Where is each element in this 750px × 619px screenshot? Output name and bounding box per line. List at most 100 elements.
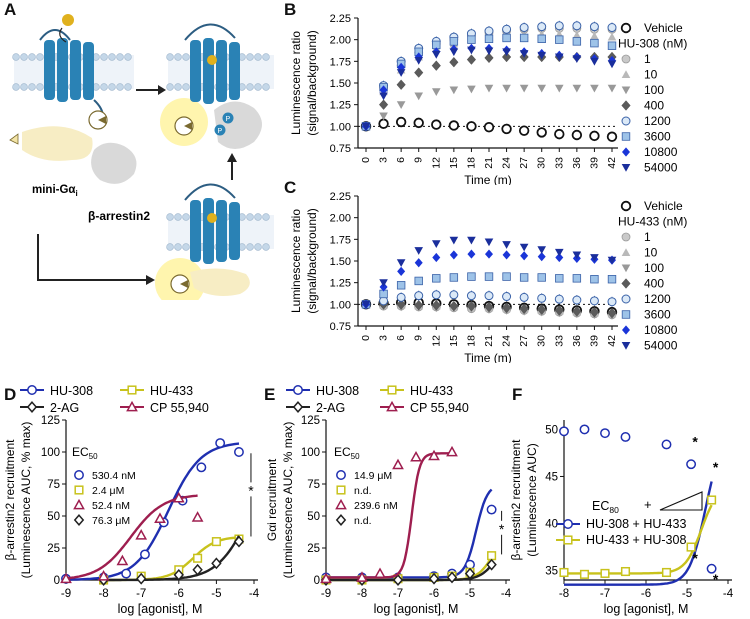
data-point (537, 84, 547, 93)
lipid-head (166, 53, 174, 61)
data-point (607, 41, 617, 50)
x-tick-label: -8 (357, 588, 367, 600)
data-point (590, 31, 599, 40)
y-tick-label: 50 (47, 511, 60, 523)
y-tick-label: 0.75 (330, 321, 351, 333)
data-point (519, 50, 529, 58)
y-tick-label: 1.75 (330, 234, 351, 246)
y-tick-label: 1.25 (330, 278, 351, 290)
x-tick-label: 30 (536, 157, 548, 169)
data-point (97, 570, 110, 581)
data-point (233, 535, 245, 548)
data-point (215, 438, 226, 448)
lipid-head (262, 243, 270, 251)
ec80-plus: + (644, 497, 652, 512)
ec50-value: n.d. (354, 485, 372, 497)
panel-label-c: C (284, 178, 297, 197)
data-point (486, 504, 497, 515)
ec50-marker (335, 514, 347, 526)
y-tick-label: 50 (307, 511, 320, 523)
series-3600 (361, 272, 617, 309)
legend-label: HU-433 (150, 384, 193, 398)
ec50-value: 2.4 μM (92, 485, 124, 497)
data-point (121, 568, 132, 579)
y-axis-title-2: (signal/background) (305, 208, 319, 313)
data-point (446, 571, 458, 584)
y-tick-label: 2.25 (330, 191, 351, 203)
data-point (410, 450, 422, 462)
data-point (414, 299, 424, 311)
lipid-head (100, 53, 108, 61)
data-point (396, 259, 406, 268)
legend-marker (563, 519, 573, 529)
legend-label: 10800 (644, 145, 678, 159)
x-tick-label: 9 (413, 157, 425, 163)
ec50-marker (74, 470, 84, 480)
y-tick-label: 1.00 (330, 121, 351, 133)
x-tick-label: -9 (321, 588, 331, 600)
x-tick-label: -8 (559, 588, 569, 600)
data-point (606, 131, 618, 142)
lipid-head (246, 83, 254, 91)
lipid-head (174, 53, 182, 61)
data-point (537, 273, 546, 282)
data-point (555, 35, 564, 44)
legend-marker (621, 264, 631, 273)
panel-label-e: E (264, 385, 276, 404)
legend-label: HU-433 (410, 384, 453, 398)
legend-label: CP 55,940 (410, 401, 469, 415)
data-point (432, 274, 441, 283)
data-point (361, 300, 371, 309)
data-point (396, 292, 406, 302)
bracket-gap (496, 520, 507, 535)
y-tick-label: 1.50 (330, 78, 351, 90)
data-point (572, 31, 582, 39)
data-point (590, 57, 599, 66)
x-tick-label: -7 (136, 588, 146, 600)
receptor-active-arrestin (184, 23, 240, 104)
data-point (414, 291, 424, 301)
fit-curve (326, 564, 493, 582)
legend-marker (621, 54, 631, 64)
data-point (486, 558, 497, 571)
data-point (590, 38, 599, 48)
fit-curve (564, 481, 713, 586)
legend-label: 400 (644, 99, 664, 113)
ligand-bound-icon (207, 55, 217, 65)
data-point (466, 121, 477, 132)
data-point (234, 447, 244, 457)
x-tick-label: -4 (249, 588, 260, 600)
x-tick-label: 33 (553, 335, 565, 347)
lipid-head (254, 83, 262, 91)
lipid-head (116, 83, 124, 91)
chart-c: 0.751.001.251.501.752.002.250 3 6 9 12 15 18 21… (289, 191, 687, 363)
y-axis-title-2: (signal/background) (305, 30, 319, 135)
lipid-head (108, 83, 116, 91)
x-tick-label: -5 (682, 588, 692, 600)
data-point (555, 274, 564, 283)
data-point (320, 572, 332, 584)
y-axis-title-1: Luminescence ratio (289, 31, 303, 135)
x-tick-label: 24 (501, 335, 513, 347)
data-point (449, 56, 459, 68)
data-point (554, 84, 564, 93)
data-point (414, 92, 424, 101)
data-point (154, 512, 166, 523)
data-point (554, 294, 564, 304)
signaling-schematic: mini-Gαi β-arrestin2 P P (9, 14, 274, 300)
x-tick-label: 18 (465, 335, 477, 347)
data-point (572, 84, 582, 93)
data-point (432, 252, 441, 263)
data-point (379, 99, 389, 110)
data-point (559, 426, 569, 437)
data-point (537, 304, 547, 315)
data-point (396, 79, 406, 90)
data-point (620, 431, 631, 442)
data-point (431, 290, 441, 300)
y-axis-title-2: (Luminescence AUC, % max) (19, 422, 33, 579)
data-point (466, 54, 476, 65)
lipid-head (182, 243, 190, 251)
data-point (484, 301, 494, 313)
data-point (484, 238, 494, 247)
lipid-head (12, 83, 20, 91)
